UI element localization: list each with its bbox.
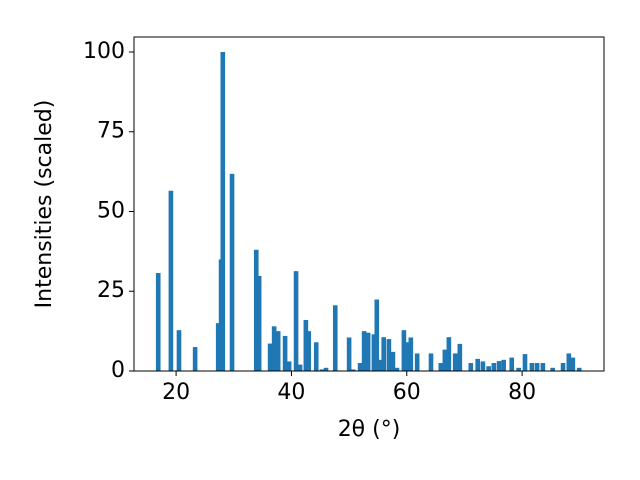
bar [371,334,377,371]
bar [350,369,356,371]
bar [386,339,392,371]
bar [267,343,273,371]
bar [176,330,182,371]
bar [540,363,546,371]
x-axis-label: 2θ (°) [338,417,401,442]
bar [486,366,491,371]
bar [468,363,474,371]
bar [501,359,506,371]
y-tick-label: 25 [97,278,125,303]
bar [155,273,161,371]
x-tick-label: 20 [162,380,190,405]
bar [306,331,312,371]
bar [550,367,555,371]
bar [256,275,262,371]
bar [313,342,319,371]
bar [560,363,566,371]
bar [297,364,303,371]
bar [215,323,221,371]
bar [346,337,352,371]
bar [446,337,452,371]
bar [576,367,582,371]
y-axis-label: Intensities (scaled) [32,100,57,309]
x-tick-label: 60 [393,380,421,405]
bar [522,354,528,371]
bar [192,347,198,371]
bar [319,369,325,371]
bar [408,337,414,371]
bar [293,271,299,371]
bar [529,363,535,371]
bar [534,363,540,371]
bar [457,343,463,371]
y-tick-label: 50 [97,198,125,223]
bar [303,319,309,371]
bar [570,357,576,371]
bar [394,367,400,371]
bar [401,330,407,371]
bar [404,342,410,371]
bar [509,357,515,371]
y-tick-label: 75 [97,119,125,144]
bar [381,337,387,371]
bar [282,335,288,371]
bar [496,361,502,371]
bar [229,173,235,371]
bar [452,353,458,371]
x-tick-label: 80 [508,380,536,405]
bar [491,363,497,371]
y-tick-label: 0 [111,358,125,383]
bar [475,358,481,371]
y-tick-label: 100 [83,39,125,64]
bar [275,331,281,371]
bar [480,361,486,371]
x-tick-label: 40 [277,380,305,405]
bar [438,363,444,371]
bar [374,299,380,371]
bar [220,51,226,371]
bar [414,353,420,371]
bar [253,249,259,371]
bar [361,331,367,371]
bar [332,305,338,371]
bar [271,326,277,371]
bar [286,361,292,371]
bar [323,367,329,371]
plot-frame [133,36,605,372]
bar [365,332,371,371]
bar [390,351,396,371]
bar [357,363,363,371]
bar [516,367,521,371]
bar [566,353,572,371]
bar [168,190,174,371]
bar [442,349,448,371]
bar [377,359,383,371]
bar [428,353,434,371]
